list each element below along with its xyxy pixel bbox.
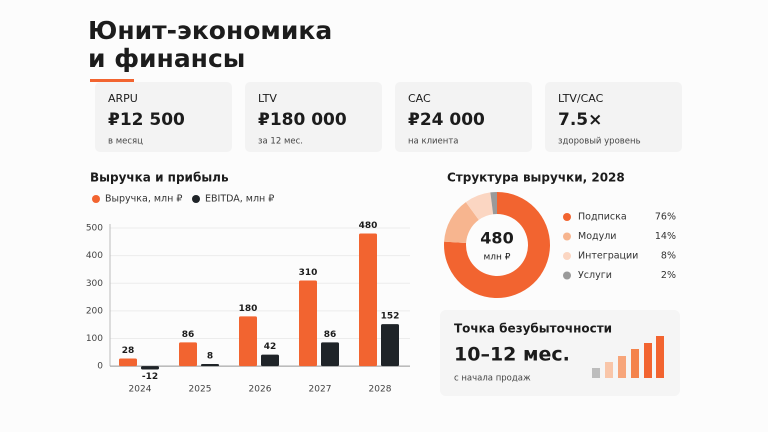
data-label: -12: [142, 372, 158, 382]
data-label: 310: [299, 268, 318, 278]
donut-segment: [444, 202, 479, 244]
y-tick-label: 200: [86, 306, 103, 316]
legend-value: 2%: [661, 270, 676, 281]
legend-marker: [563, 213, 571, 221]
legend-value: 76%: [655, 212, 676, 223]
kpi-value: ₽24 000: [408, 110, 485, 130]
y-tick-label: 500: [86, 224, 103, 234]
title-underline: [90, 79, 134, 82]
data-label: 180: [239, 304, 258, 314]
kpi-label: LTV: [258, 92, 277, 105]
donut-segment: [465, 192, 494, 220]
legend-marker: [192, 195, 200, 203]
y-tick-label: 0: [97, 362, 103, 372]
growth-icon: [592, 336, 664, 378]
legend-label: Интеграции: [578, 251, 638, 262]
x-tick-label: 2027: [309, 385, 332, 395]
kpi-note: здоровый уровень: [558, 137, 641, 147]
x-tick-label: 2024: [129, 385, 152, 395]
data-label: 152: [381, 312, 400, 322]
x-tick-label: 2028: [369, 385, 392, 395]
bar: [381, 324, 399, 367]
donut-segment: [443, 192, 550, 298]
kpi-label: LTV/CAC: [558, 92, 604, 105]
title: Юнит-экономика: [88, 16, 332, 45]
bar: [359, 233, 377, 367]
donut-segment: [490, 192, 497, 215]
kpi-label: ARPU: [108, 92, 138, 105]
data-label: 480: [359, 221, 378, 231]
kpi-value: ₽180 000: [258, 110, 347, 130]
y-tick-label: 300: [86, 279, 103, 289]
bar: [141, 366, 159, 370]
legend-label: Модули: [578, 231, 616, 242]
kpi-note: в месяц: [108, 137, 143, 147]
legend-marker: [563, 252, 571, 260]
data-label: 28: [122, 346, 135, 356]
chart-title: Структура выручки, 2028: [447, 171, 625, 185]
kpi-value: ₽12 500: [108, 110, 185, 130]
breakeven-title: Точка безубыточности: [454, 322, 612, 336]
bar: [299, 280, 317, 367]
data-label: 42: [264, 342, 277, 352]
legend-label: Услуги: [578, 270, 612, 281]
kpi-card: [395, 82, 532, 152]
donut-center-label: млн ₽: [483, 253, 510, 263]
legend-label: Подписка: [578, 212, 627, 223]
kpi-label: CAC: [408, 92, 431, 105]
kpi-value: 7.5×: [558, 110, 602, 130]
bar: [179, 342, 197, 367]
breakeven-value: 10–12 мес.: [454, 344, 570, 366]
x-tick-label: 2026: [249, 385, 272, 395]
data-label: 86: [182, 330, 195, 340]
chart-title: Выручка и прибыль: [90, 171, 229, 185]
legend-value: 8%: [661, 251, 676, 262]
bar: [321, 342, 339, 367]
title: и финансы: [88, 44, 245, 73]
bar: [239, 316, 257, 367]
data-label: 86: [324, 330, 337, 340]
x-tick-label: 2025: [189, 385, 212, 395]
data-label: 8: [207, 351, 213, 361]
bar: [261, 354, 279, 367]
bar: [201, 363, 219, 367]
y-tick-label: 400: [86, 251, 103, 261]
breakeven-note: с начала продаж: [454, 374, 531, 384]
kpi-note: за 12 мес.: [258, 137, 303, 147]
kpi-note: на клиента: [408, 137, 459, 147]
legend-label: EBITDA, млн ₽: [205, 194, 274, 205]
legend-value: 14%: [655, 231, 676, 242]
donut-center-value: 480: [480, 229, 513, 248]
kpi-card: [245, 82, 382, 152]
y-tick-label: 100: [86, 334, 103, 344]
kpi-card: [95, 82, 232, 152]
bar: [119, 358, 137, 367]
legend-marker: [92, 195, 100, 203]
kpi-card: [545, 82, 682, 152]
legend-marker: [563, 271, 571, 280]
legend-marker: [563, 232, 571, 241]
legend-label: Выручка, млн ₽: [105, 194, 182, 205]
